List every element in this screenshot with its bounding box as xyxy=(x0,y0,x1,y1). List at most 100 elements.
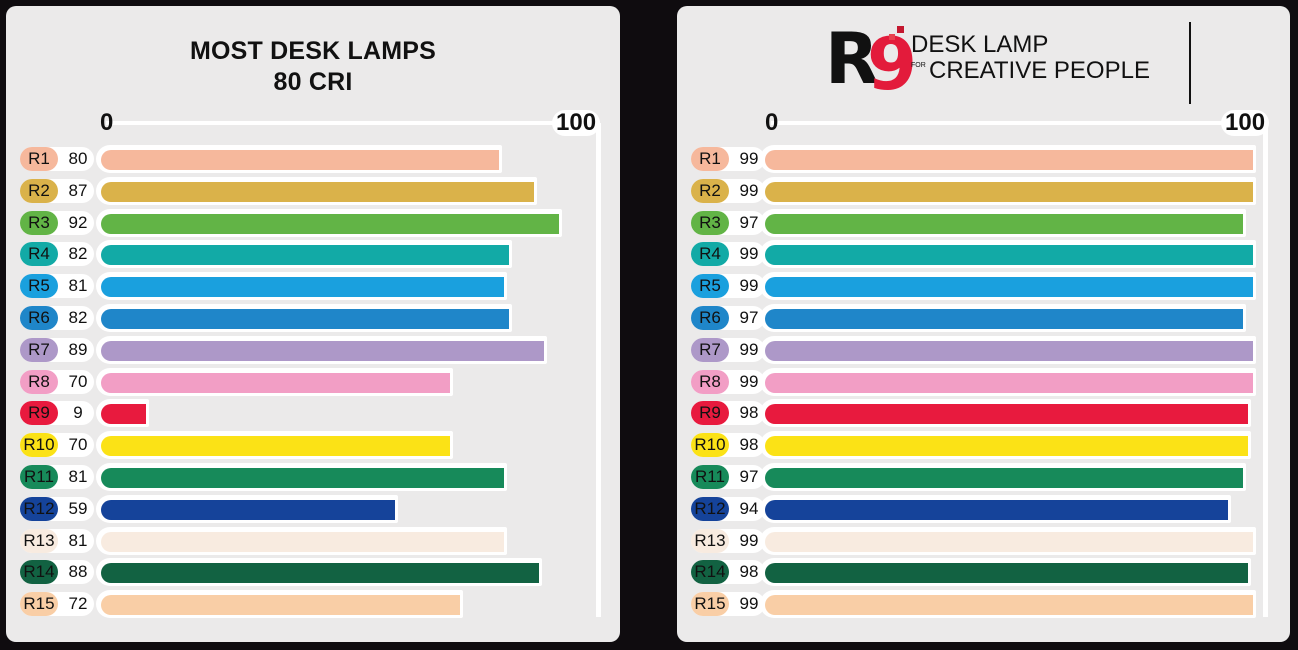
r-value: 98 xyxy=(739,435,759,455)
bar-row-r8: R8 70 xyxy=(6,367,620,396)
r-value: 98 xyxy=(739,403,759,423)
r-value: 82 xyxy=(68,244,88,264)
x-axis-line xyxy=(771,121,1267,125)
logo-divider xyxy=(1189,22,1191,104)
bar-row-r10: R10 98 xyxy=(677,431,1290,460)
r-index-badge: R11 xyxy=(691,465,729,489)
bar-r14 xyxy=(101,563,540,584)
bar-row-r10: R10 70 xyxy=(6,431,620,460)
r-index-badge: R8 xyxy=(691,369,729,394)
bar-row-r2: R2 87 xyxy=(6,176,620,205)
bar-row-r14: R14 98 xyxy=(677,558,1290,587)
chart-panel-most-desk-lamps: MOST DESK LAMPS 80 CRI 0 100 R1 80 R2 87 R3 9… xyxy=(6,6,620,642)
r-index-badge: R5 xyxy=(20,274,58,299)
r-value: 9 xyxy=(73,403,83,423)
r-value: 99 xyxy=(739,180,759,200)
r-index-badge: R7 xyxy=(691,337,729,362)
logo-mark-r: R xyxy=(825,18,879,100)
r-value: 89 xyxy=(68,339,88,359)
bar-r4 xyxy=(765,245,1254,266)
r9-logo: R 9 DESK LAMP FOR CREATIVE PEOPLE xyxy=(825,18,1205,104)
title-line-1: MOST DESK LAMPS xyxy=(189,37,437,65)
bar-r12 xyxy=(765,499,1229,520)
r-value: 97 xyxy=(739,212,759,232)
bar-r13 xyxy=(101,531,505,552)
max-gridline xyxy=(596,123,601,617)
bar-r15 xyxy=(101,595,460,616)
r-value: 97 xyxy=(739,467,759,486)
chart-title: MOST DESK LAMPS 80 CRI xyxy=(6,36,620,98)
bar-row-r8: R8 99 xyxy=(677,367,1290,396)
r-index-badge: R13 xyxy=(691,528,729,553)
r-value: 88 xyxy=(68,562,88,582)
r-index-badge: R12 xyxy=(20,496,58,521)
r-index-badge: R14 xyxy=(691,560,729,585)
r-value: 72 xyxy=(68,594,88,614)
bar-r1 xyxy=(765,150,1254,170)
r-index-badge: R14 xyxy=(20,560,58,585)
bar-r3 xyxy=(101,213,560,234)
r-index-badge: R6 xyxy=(691,306,729,330)
bar-r2 xyxy=(765,181,1254,202)
chart-panel-r9-desk-lamp: R 9 DESK LAMP FOR CREATIVE PEOPLE 0 100 … xyxy=(677,6,1290,642)
bar-row-r4: R4 82 xyxy=(6,240,620,269)
bar-r8 xyxy=(765,372,1254,393)
bar-r11 xyxy=(765,468,1244,488)
bar-row-r11: R11 97 xyxy=(677,463,1290,491)
bar-r7 xyxy=(765,340,1254,361)
bar-row-r13: R13 81 xyxy=(6,526,620,555)
r-value: 99 xyxy=(739,371,759,391)
bar-row-r9: R9 98 xyxy=(677,399,1290,428)
max-gridline xyxy=(1263,123,1268,617)
r-index-badge: R4 xyxy=(20,242,58,267)
r-index-badge: R9 xyxy=(20,401,58,426)
bar-r1 xyxy=(101,150,500,170)
logo-for: FOR xyxy=(911,62,926,69)
r-index-badge: R15 xyxy=(20,592,58,617)
bar-row-r15: R15 72 xyxy=(6,590,620,619)
r-index-badge: R1 xyxy=(20,147,58,171)
axis-tick-100: 100 xyxy=(1221,110,1270,136)
bar-r2 xyxy=(101,181,535,202)
r-index-badge: R10 xyxy=(20,433,58,458)
bar-row-r3: R3 97 xyxy=(677,208,1290,237)
logo-line-2: CREATIVE PEOPLE xyxy=(929,57,1150,84)
r-value: 99 xyxy=(739,149,759,168)
axis-tick-0: 0 xyxy=(100,109,114,136)
bar-r4 xyxy=(101,245,510,266)
r-value: 99 xyxy=(739,276,759,296)
bar-r6 xyxy=(765,309,1244,329)
bar-row-r14: R14 88 xyxy=(6,558,620,587)
axis-tick-100: 100 xyxy=(552,110,601,136)
bar-row-r5: R5 81 xyxy=(6,272,620,301)
r-value: 81 xyxy=(68,467,88,486)
r-index-badge: R2 xyxy=(20,178,58,203)
bar-row-r9: R9 9 xyxy=(6,399,620,428)
bar-r7 xyxy=(101,340,545,361)
bar-r10 xyxy=(765,436,1249,457)
bar-r12 xyxy=(101,499,395,520)
logo-pixel xyxy=(889,34,895,40)
r-value: 70 xyxy=(68,435,88,455)
bar-r5 xyxy=(101,277,505,298)
bar-row-r13: R13 99 xyxy=(677,526,1290,555)
r-index-badge: R6 xyxy=(20,306,58,330)
r-value: 87 xyxy=(68,180,88,200)
bar-row-r12: R12 94 xyxy=(677,494,1290,523)
bar-r3 xyxy=(765,213,1244,234)
bar-r9 xyxy=(765,404,1249,425)
r-index-badge: R3 xyxy=(20,210,58,235)
r-value: 92 xyxy=(68,212,88,232)
bar-r10 xyxy=(101,436,450,457)
r-value: 99 xyxy=(739,244,759,264)
bar-r11 xyxy=(101,468,505,488)
logo-pixel xyxy=(897,26,904,33)
bar-row-r5: R5 99 xyxy=(677,272,1290,301)
bar-row-r2: R2 99 xyxy=(677,176,1290,205)
r-index-badge: R5 xyxy=(691,274,729,299)
r-index-badge: R15 xyxy=(691,592,729,617)
bar-row-r7: R7 99 xyxy=(677,335,1290,364)
r-value: 70 xyxy=(68,371,88,391)
r-value: 99 xyxy=(739,594,759,614)
bar-row-r1: R1 99 xyxy=(677,145,1290,173)
